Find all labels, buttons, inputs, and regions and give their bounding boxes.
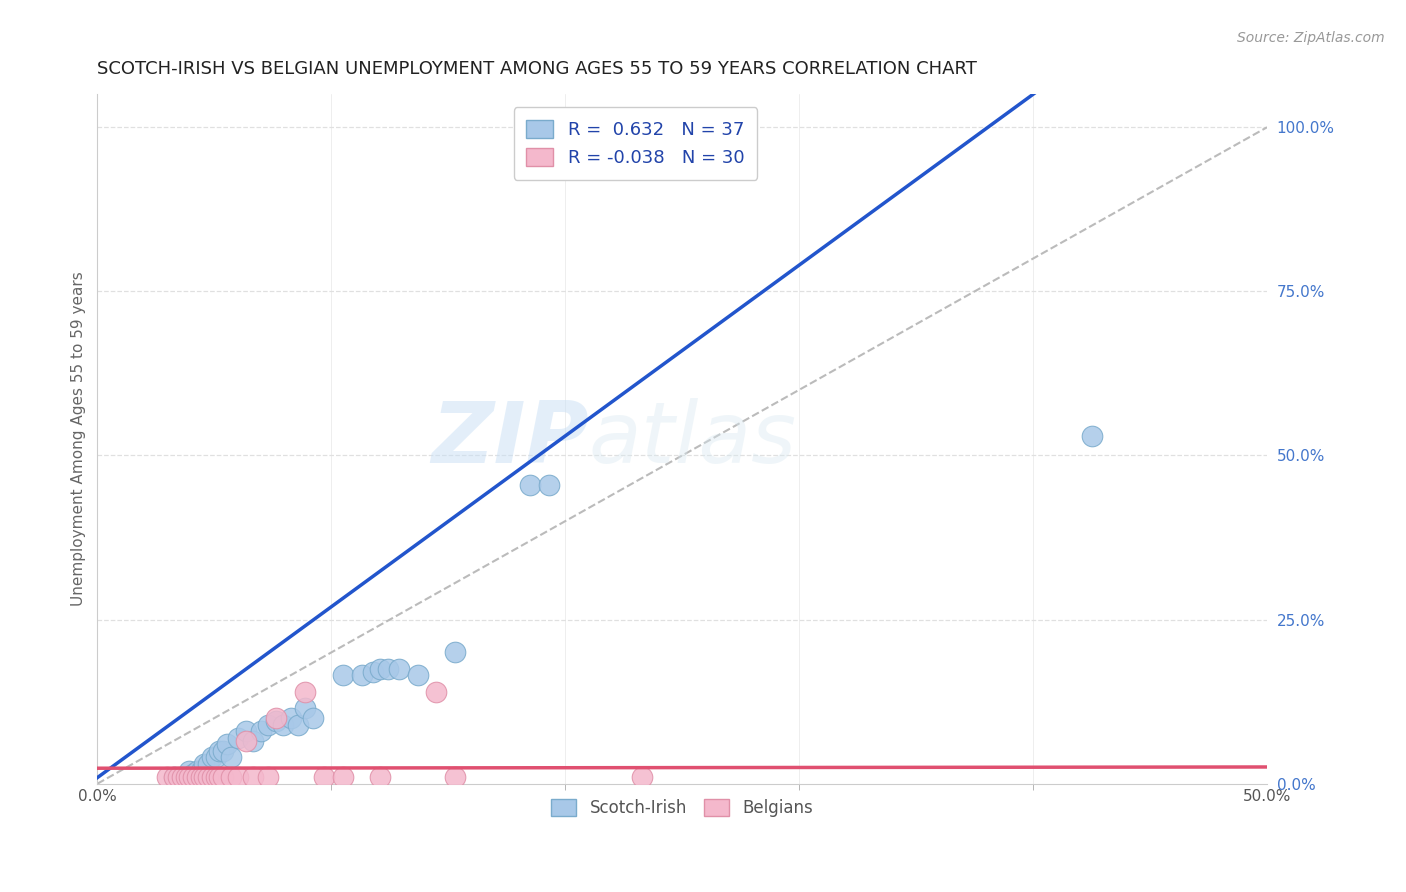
Point: [131, 737, 153, 751]
Point: [174, 717, 197, 731]
Point: [160, 714, 183, 729]
Point: [238, 662, 260, 676]
Point: [107, 770, 129, 784]
Point: [98, 770, 121, 784]
Text: SCOTCH-IRISH VS BELGIAN UNEMPLOYMENT AMONG AGES 55 TO 59 YEARS CORRELATION CHART: SCOTCH-IRISH VS BELGIAN UNEMPLOYMENT AMO…: [97, 60, 977, 78]
Point: [112, 770, 135, 784]
Point: [321, 478, 343, 492]
Point: [231, 662, 253, 676]
Point: [138, 731, 160, 745]
Point: [202, 668, 225, 682]
Point: [156, 717, 179, 731]
Point: [142, 724, 165, 739]
Point: [121, 750, 143, 764]
Point: [127, 744, 149, 758]
Point: [226, 662, 249, 676]
Y-axis label: Unemployment Among Ages 55 to 59 years: Unemployment Among Ages 55 to 59 years: [72, 272, 86, 607]
Point: [120, 757, 142, 772]
Point: [121, 770, 143, 784]
Point: [166, 717, 188, 731]
Point: [127, 770, 149, 784]
Point: [103, 770, 125, 784]
Point: [184, 711, 207, 725]
Point: [114, 770, 136, 784]
Point: [391, 770, 413, 784]
Point: [1185, 764, 1208, 778]
Point: [124, 750, 146, 764]
Legend: Scotch-Irish, Belgians: Scotch-Irish, Belgians: [544, 792, 820, 823]
Point: [110, 770, 132, 784]
Point: [146, 734, 169, 748]
Point: [262, 685, 284, 699]
Point: [110, 767, 132, 781]
Point: [105, 770, 128, 784]
Point: [180, 685, 202, 699]
Text: Source: ZipAtlas.com: Source: ZipAtlas.com: [1237, 31, 1385, 45]
Point: [152, 724, 174, 739]
Point: [160, 711, 183, 725]
Point: [105, 770, 128, 784]
Point: [156, 770, 179, 784]
Point: [124, 770, 146, 784]
Point: [273, 770, 295, 784]
Point: [180, 701, 202, 715]
Point: [134, 770, 156, 784]
Point: [117, 770, 139, 784]
Point: [134, 750, 156, 764]
Point: [128, 744, 150, 758]
Point: [202, 770, 225, 784]
Point: [226, 770, 249, 784]
Point: [215, 668, 238, 682]
Point: [671, 429, 693, 443]
Point: [952, 770, 974, 784]
Point: [332, 478, 354, 492]
Point: [103, 770, 125, 784]
Point: [100, 770, 122, 784]
Point: [93, 770, 115, 784]
Point: [138, 770, 160, 784]
Point: [98, 770, 121, 784]
Point: [128, 770, 150, 784]
Point: [222, 665, 245, 680]
Point: [142, 734, 165, 748]
Point: [191, 770, 214, 784]
Point: [114, 764, 136, 778]
Point: [170, 711, 193, 725]
Point: [146, 770, 169, 784]
Text: atlas: atlas: [589, 398, 797, 481]
Text: ZIP: ZIP: [432, 398, 589, 481]
Point: [107, 764, 129, 778]
Point: [120, 770, 142, 784]
Point: [112, 764, 135, 778]
Point: [117, 757, 139, 772]
Point: [250, 668, 273, 682]
Point: [273, 645, 295, 659]
